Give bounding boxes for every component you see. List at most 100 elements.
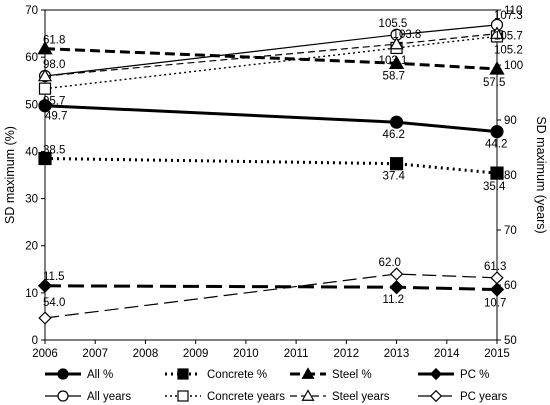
x-tick-label: 2008 xyxy=(133,348,159,360)
y-left-tick-label: 40 xyxy=(25,146,38,158)
y-right-tick-label: 60 xyxy=(504,280,517,292)
data-label-concrete-years: 103.1 xyxy=(379,55,408,67)
data-label-all: 44.2 xyxy=(485,139,507,151)
data-label-all-years: 105.5 xyxy=(379,18,408,30)
data-label-all: 49.7 xyxy=(45,111,67,123)
legend-label: Concrete % xyxy=(207,369,267,381)
data-label-concrete: 35.4 xyxy=(483,181,506,193)
data-label-pc-years: 54.0 xyxy=(43,297,65,309)
data-label-pc: 10.7 xyxy=(484,298,506,310)
y-right-tick-label: 110 xyxy=(504,5,522,17)
data-label-pc: 11.5 xyxy=(43,271,65,283)
y-right-tick-label: 50 xyxy=(504,335,517,347)
y-right-tick-label: 80 xyxy=(504,170,517,182)
series-concrete xyxy=(38,151,504,180)
legend-swatch-marker xyxy=(301,389,315,401)
legend-item-pc: PC % xyxy=(418,367,489,381)
legend-label: All years xyxy=(87,391,131,403)
legend-item-all: All % xyxy=(45,368,113,381)
series-line-pc xyxy=(44,284,498,292)
data-point-steel xyxy=(37,40,53,55)
y-left-tick-label: 50 xyxy=(25,99,38,111)
legend-swatch-marker xyxy=(57,390,69,402)
series-pc xyxy=(37,278,505,297)
x-tick-label: 2009 xyxy=(183,348,209,360)
data-point-steel-years xyxy=(37,68,53,82)
legend-label: Concrete years xyxy=(207,391,285,403)
y-right-tick-label: 90 xyxy=(504,115,517,127)
legend-item-concrete: Concrete % xyxy=(165,368,267,381)
data-point-concrete xyxy=(490,166,504,180)
legend-label: PC years xyxy=(460,391,508,403)
data-point-pc xyxy=(489,282,505,297)
data-label-concrete-years: 95.7 xyxy=(43,96,65,108)
data-label-all-years: 107.3 xyxy=(494,10,523,22)
data-label-pc-years: 62.0 xyxy=(379,257,401,269)
legend-swatch-marker xyxy=(57,368,69,380)
y-axis-right-label: SD maximum (years) xyxy=(534,116,548,233)
data-label-concrete: 37.4 xyxy=(383,171,406,183)
data-point-pc-years xyxy=(490,271,504,285)
data-point-pc-years xyxy=(38,311,52,325)
series-steel xyxy=(37,40,505,75)
x-tick-label: 2010 xyxy=(233,348,259,360)
data-label-pc-years: 61.3 xyxy=(484,261,506,273)
data-label-steel-years: 105.7 xyxy=(494,31,523,43)
data-point-steel xyxy=(489,61,505,75)
series-line-all xyxy=(44,104,498,134)
data-point-concrete xyxy=(38,151,52,166)
data-label-concrete: 38.5 xyxy=(43,145,65,157)
data-labels: 49.7 46.2 44.2 38.5 37.4 35.4 61.8 58.7 57.5 11.5… xyxy=(43,10,523,310)
data-point-concrete xyxy=(389,157,404,171)
y-left-tick-label: 60 xyxy=(25,52,38,64)
x-tick-label: 2015 xyxy=(484,348,510,360)
axes: 2006 2007 2008 2009 2010 2011 2012 2013 2014 2015… xyxy=(25,5,523,360)
x-tick-label: 2012 xyxy=(334,348,360,360)
data-label-steel: 57.5 xyxy=(483,77,505,89)
data-label-all-years: 98.0 xyxy=(43,59,65,71)
x-tick-label: 2007 xyxy=(82,348,108,360)
y-left-tick-label: 0 xyxy=(32,335,38,347)
legend-item-all-years: All years xyxy=(45,390,131,403)
legend-label: Steel years xyxy=(332,391,390,403)
legend-swatch-marker xyxy=(177,368,189,380)
data-point-steel-years xyxy=(489,26,505,39)
y-left-tick-label: 20 xyxy=(25,241,38,253)
data-label-steel-years: 103.8 xyxy=(393,29,422,41)
legend-item-steel: Steel % xyxy=(290,367,372,381)
data-label-concrete-years: 105.2 xyxy=(494,44,523,56)
y-right-tick-label: 70 xyxy=(504,225,517,237)
data-point-concrete-years xyxy=(38,82,52,95)
legend-swatch-marker xyxy=(301,367,315,379)
y-axis-left-label: SD maximum (%) xyxy=(3,126,17,224)
series-line-concrete-years xyxy=(44,35,498,90)
y-left-tick-label: 10 xyxy=(25,288,38,300)
legend-swatch-marker xyxy=(177,390,189,402)
legend-label: All % xyxy=(87,369,113,381)
data-label-all: 46.2 xyxy=(383,129,405,141)
data-point-all xyxy=(38,99,52,113)
data-point-all xyxy=(490,125,504,139)
data-label-steel: 61.8 xyxy=(43,35,65,47)
legend-swatch-marker xyxy=(429,367,443,381)
data-label-steel: 58.7 xyxy=(383,70,405,82)
y-left-tick-label: 30 xyxy=(25,194,38,206)
data-point-pc xyxy=(37,278,53,293)
legend-item-steel-years: Steel years xyxy=(290,389,390,403)
x-tick-label: 2013 xyxy=(384,348,410,360)
series-line-pc-years xyxy=(44,273,498,319)
series-steel-years xyxy=(37,26,505,82)
x-tick-label: 2006 xyxy=(32,348,58,360)
series-all xyxy=(38,99,504,139)
legend-item-pc-years: PC years xyxy=(418,389,508,403)
data-point-steel xyxy=(388,55,405,69)
series-line-steel-years xyxy=(44,33,498,77)
data-point-pc-years xyxy=(389,267,404,281)
legend-label: Steel % xyxy=(332,369,372,381)
legend-swatch-marker xyxy=(429,389,443,403)
y-right-tick-label: 100 xyxy=(504,60,523,72)
data-label-pc: 11.2 xyxy=(383,294,405,306)
legend-label: PC % xyxy=(460,369,489,381)
series-layer xyxy=(37,18,505,325)
